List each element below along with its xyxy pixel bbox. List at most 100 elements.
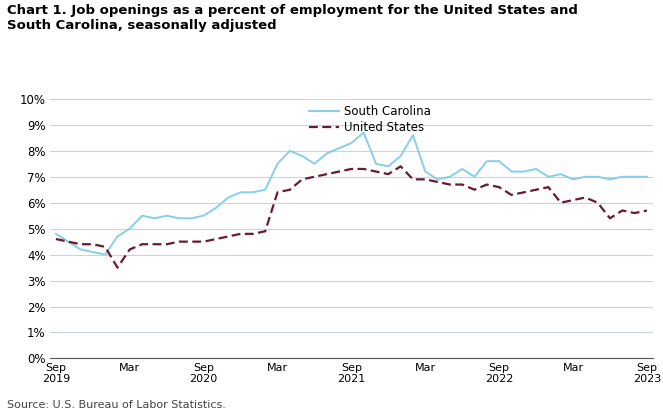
United States	[126, 247, 134, 252]
United States	[643, 208, 651, 213]
Line: United States: United States	[56, 166, 647, 268]
United States	[520, 190, 528, 195]
South Carolina	[434, 177, 442, 182]
United States	[298, 177, 306, 182]
United States	[347, 166, 355, 171]
United States	[544, 185, 552, 190]
United States	[483, 182, 491, 187]
United States	[434, 180, 442, 185]
South Carolina	[188, 216, 196, 221]
South Carolina	[286, 148, 294, 153]
South Carolina	[298, 154, 306, 159]
United States	[52, 236, 60, 241]
South Carolina	[52, 232, 60, 236]
South Carolina	[593, 174, 601, 179]
United States	[360, 166, 368, 171]
South Carolina	[335, 146, 343, 151]
South Carolina	[409, 133, 417, 138]
South Carolina	[249, 190, 257, 195]
United States	[471, 187, 479, 192]
South Carolina	[396, 154, 404, 159]
United States	[581, 195, 589, 200]
United States	[101, 244, 109, 249]
South Carolina	[224, 195, 232, 200]
Text: Source: U.S. Bureau of Labor Statistics.: Source: U.S. Bureau of Labor Statistics.	[7, 400, 225, 410]
United States	[200, 239, 208, 244]
South Carolina	[200, 213, 208, 218]
United States	[249, 232, 257, 236]
South Carolina	[606, 177, 614, 182]
South Carolina	[557, 172, 565, 177]
Text: Chart 1. Job openings as a percent of employment for the United States and
South: Chart 1. Job openings as a percent of em…	[7, 4, 577, 32]
United States	[76, 242, 84, 247]
United States	[507, 192, 515, 197]
South Carolina	[520, 169, 528, 174]
United States	[224, 234, 232, 239]
South Carolina	[274, 162, 282, 166]
United States	[64, 239, 72, 244]
South Carolina	[458, 166, 466, 171]
South Carolina	[175, 216, 183, 221]
United States	[138, 242, 146, 247]
South Carolina	[631, 174, 638, 179]
South Carolina	[101, 252, 109, 257]
South Carolina	[421, 169, 429, 174]
United States	[557, 200, 565, 205]
United States	[89, 242, 97, 247]
United States	[593, 200, 601, 205]
United States	[261, 229, 269, 234]
South Carolina	[471, 174, 479, 179]
United States	[310, 174, 318, 179]
South Carolina	[495, 159, 503, 164]
South Carolina	[310, 162, 318, 166]
South Carolina	[126, 226, 134, 231]
United States	[446, 182, 454, 187]
Line: South Carolina: South Carolina	[56, 133, 647, 255]
South Carolina	[446, 174, 454, 179]
United States	[151, 242, 158, 247]
South Carolina	[138, 213, 146, 218]
United States	[113, 265, 121, 270]
South Carolina	[619, 174, 627, 179]
United States	[237, 232, 245, 236]
United States	[372, 169, 380, 174]
Legend: South Carolina, United States: South Carolina, United States	[309, 105, 432, 134]
United States	[495, 185, 503, 190]
United States	[458, 182, 466, 187]
United States	[335, 169, 343, 174]
United States	[606, 216, 614, 221]
United States	[162, 242, 170, 247]
United States	[188, 239, 196, 244]
South Carolina	[544, 174, 552, 179]
South Carolina	[347, 140, 355, 145]
South Carolina	[151, 216, 158, 221]
South Carolina	[532, 166, 540, 171]
United States	[286, 187, 294, 192]
South Carolina	[261, 187, 269, 192]
South Carolina	[76, 247, 84, 252]
United States	[631, 211, 638, 215]
South Carolina	[569, 177, 577, 182]
United States	[385, 172, 392, 177]
South Carolina	[212, 206, 220, 211]
United States	[175, 239, 183, 244]
South Carolina	[64, 239, 72, 244]
United States	[323, 172, 331, 177]
United States	[421, 177, 429, 182]
United States	[409, 177, 417, 182]
South Carolina	[507, 169, 515, 174]
South Carolina	[162, 213, 170, 218]
South Carolina	[237, 190, 245, 195]
South Carolina	[113, 234, 121, 239]
South Carolina	[323, 151, 331, 156]
United States	[532, 187, 540, 192]
United States	[396, 164, 404, 169]
South Carolina	[643, 174, 651, 179]
South Carolina	[89, 250, 97, 255]
South Carolina	[385, 164, 392, 169]
United States	[619, 208, 627, 213]
United States	[274, 190, 282, 195]
United States	[212, 236, 220, 241]
South Carolina	[581, 174, 589, 179]
United States	[569, 198, 577, 203]
